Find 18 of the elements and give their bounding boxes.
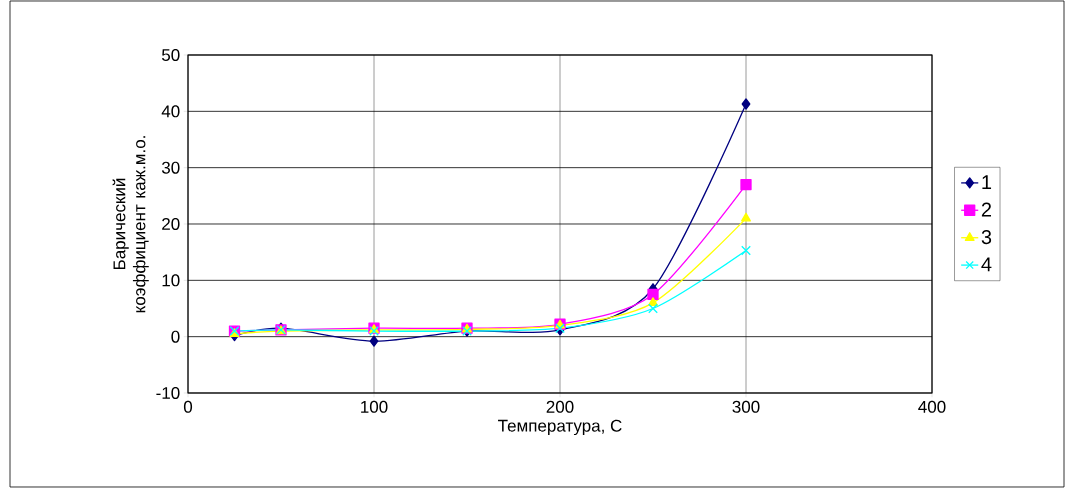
x-tick-label: 200 <box>546 400 574 413</box>
y-tick-label: 10 <box>162 274 180 287</box>
x-tick-label: 0 <box>183 400 193 413</box>
legend-label: 1 <box>982 175 992 190</box>
x-tick-label: 300 <box>732 400 760 413</box>
y-tick-label: 40 <box>161 105 180 118</box>
legend-label: 2 <box>981 202 992 217</box>
y-tick-label: 20 <box>162 217 180 231</box>
y-axis-title: Барический коэффициент каж.м.о. <box>112 136 149 313</box>
y-tick-label: 0 <box>171 330 180 343</box>
x-tick-label: 100 <box>361 400 388 413</box>
y-tick-label: 50 <box>161 48 180 62</box>
legend-label: 3 <box>981 230 992 245</box>
y-tick-label: 30 <box>161 161 180 174</box>
x-axis-title: Температура, С <box>498 419 622 436</box>
x-tick-label: 400 <box>918 400 946 413</box>
legend-label: 4 <box>981 257 992 272</box>
y-tick-label: -10 <box>156 386 180 400</box>
